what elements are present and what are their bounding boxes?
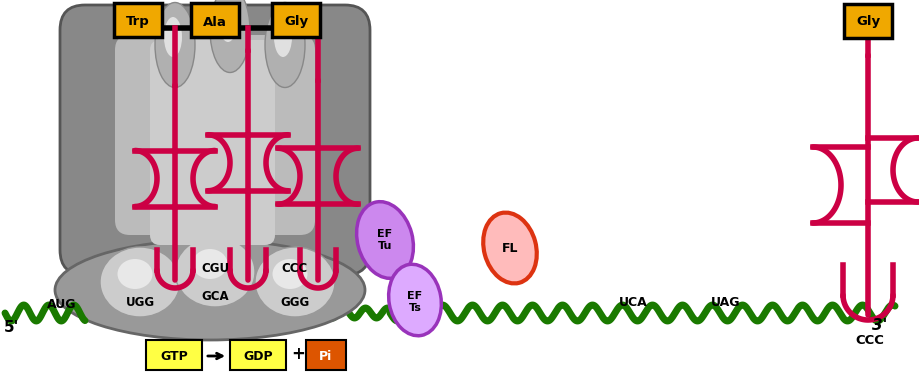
Text: Gly: Gly bbox=[855, 16, 879, 28]
FancyBboxPatch shape bbox=[272, 3, 320, 37]
FancyBboxPatch shape bbox=[114, 3, 162, 37]
Text: Ala: Ala bbox=[203, 16, 227, 28]
Ellipse shape bbox=[192, 249, 227, 279]
FancyBboxPatch shape bbox=[146, 340, 202, 370]
FancyBboxPatch shape bbox=[306, 340, 346, 370]
Text: Trp: Trp bbox=[126, 16, 150, 28]
Ellipse shape bbox=[55, 240, 365, 340]
Text: EF
Tu: EF Tu bbox=[377, 229, 392, 251]
Text: UGG: UGG bbox=[125, 296, 154, 310]
Text: GCA: GCA bbox=[201, 290, 229, 304]
Ellipse shape bbox=[118, 259, 153, 289]
Text: EF
Ts: EF Ts bbox=[407, 291, 422, 313]
Text: 3': 3' bbox=[871, 318, 887, 334]
Text: AUG: AUG bbox=[47, 299, 76, 312]
Ellipse shape bbox=[100, 247, 180, 317]
Text: 5': 5' bbox=[5, 321, 19, 335]
Text: CCC: CCC bbox=[855, 334, 883, 346]
FancyBboxPatch shape bbox=[843, 4, 891, 38]
FancyBboxPatch shape bbox=[60, 5, 369, 275]
Text: UCA: UCA bbox=[618, 296, 647, 310]
FancyBboxPatch shape bbox=[191, 3, 239, 37]
Ellipse shape bbox=[482, 213, 536, 283]
Text: FL: FL bbox=[501, 241, 517, 255]
FancyBboxPatch shape bbox=[230, 340, 286, 370]
Text: GDP: GDP bbox=[243, 349, 273, 362]
Ellipse shape bbox=[265, 3, 305, 88]
Text: GGG: GGG bbox=[280, 296, 310, 310]
Text: CCC: CCC bbox=[281, 262, 308, 274]
FancyBboxPatch shape bbox=[150, 40, 275, 245]
Text: Pi: Pi bbox=[319, 349, 333, 362]
Ellipse shape bbox=[272, 259, 307, 289]
Text: UAG: UAG bbox=[710, 296, 740, 310]
Ellipse shape bbox=[274, 17, 291, 57]
Ellipse shape bbox=[164, 17, 182, 57]
Ellipse shape bbox=[210, 0, 250, 72]
Ellipse shape bbox=[255, 247, 335, 317]
FancyBboxPatch shape bbox=[115, 35, 314, 235]
Text: GTP: GTP bbox=[160, 349, 187, 362]
Ellipse shape bbox=[219, 2, 237, 42]
Text: CGU: CGU bbox=[200, 262, 229, 274]
Ellipse shape bbox=[357, 202, 413, 278]
Ellipse shape bbox=[388, 264, 441, 336]
Text: Gly: Gly bbox=[284, 16, 308, 28]
Text: +: + bbox=[290, 345, 304, 363]
Ellipse shape bbox=[154, 3, 195, 88]
Ellipse shape bbox=[175, 237, 255, 307]
